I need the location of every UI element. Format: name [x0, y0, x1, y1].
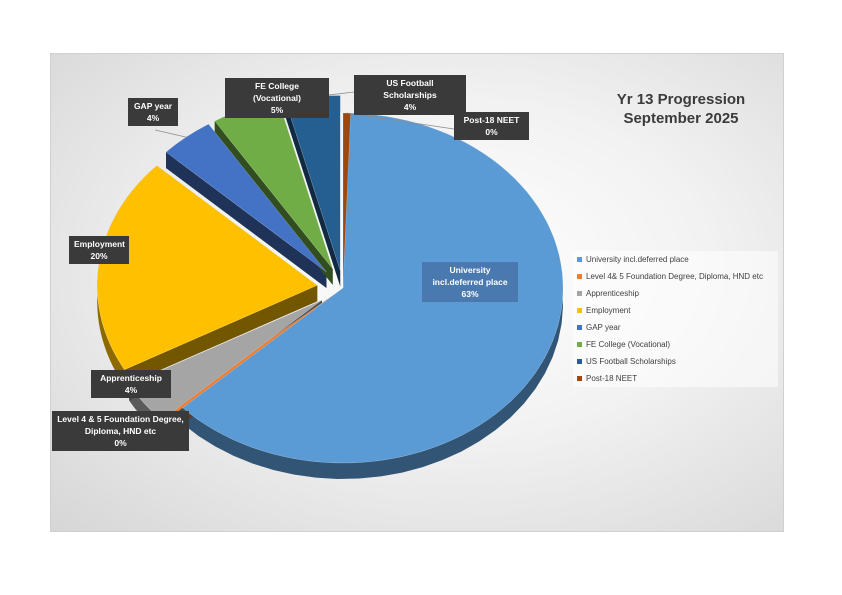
- legend-item-level-4-5: Level 4& 5 Foundation Degree, Diploma, H…: [577, 271, 763, 283]
- chart-title-line-2: September 2025: [623, 110, 739, 127]
- legend-item-employment: Employment: [577, 305, 630, 317]
- data-label-gap-year: GAP year 4%: [128, 98, 178, 126]
- legend-item-apprenticeship: Apprenticeship: [577, 288, 639, 300]
- chart-legend: University incl.deferred place Level 4& …: [573, 251, 778, 387]
- pie-slice-university: [182, 112, 564, 464]
- chart-title-line-1: Yr 13 Progression: [616, 91, 746, 108]
- data-label-apprenticeship: Apprenticeship 4%: [91, 370, 171, 398]
- data-label-us-football: US Football Scholarships 4%: [354, 75, 466, 115]
- pie-slice-gap-year: [165, 123, 327, 273]
- pie-edge-us-football-0: [285, 101, 341, 287]
- leader-line-post-18-neet: [346, 112, 455, 130]
- legend-item-fe-college: FE College (Vocational): [577, 339, 670, 351]
- pie-wall-university: [182, 113, 563, 479]
- pie-edge-gap-year-0: [166, 152, 327, 288]
- data-label-level-4-5: Level 4 & 5 Foundation Degree, Diploma, …: [52, 411, 189, 451]
- data-label-post-18-neet: Post-18 NEET 0%: [454, 112, 529, 140]
- legend-item-university: University incl.deferred place: [577, 254, 689, 266]
- pie-edge-employment-0: [124, 285, 318, 386]
- pie-slice-post-18-neet: [342, 112, 351, 289]
- legend-item-us-football: US Football Scholarships: [577, 356, 676, 368]
- legend-item-post-18-neet: Post-18 NEET: [577, 373, 637, 385]
- data-label-university: University incl.deferred place 63%: [422, 262, 518, 302]
- pie-chart: [96, 91, 564, 479]
- legend-item-gap-year: GAP year: [577, 322, 621, 334]
- chart-area: Yr 13 Progression September 2025 Univers…: [50, 53, 784, 532]
- data-label-employment: Employment 20%: [69, 236, 129, 264]
- data-label-fe-college: FE College (Vocational) 5%: [225, 78, 329, 118]
- leader-line-gap-year: [154, 129, 187, 138]
